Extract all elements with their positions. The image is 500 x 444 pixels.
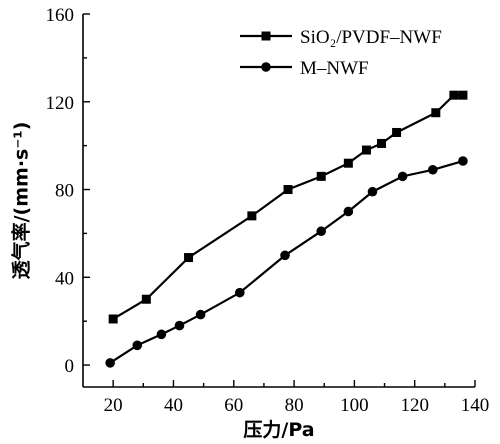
data-point-square: [247, 211, 257, 221]
axes: [82, 14, 475, 388]
x-tick-label: 20: [104, 395, 123, 416]
legend-item: M–NWF: [240, 58, 369, 79]
data-point-square: [343, 158, 353, 168]
data-point-square: [392, 127, 402, 137]
data-point-circle: [458, 156, 468, 166]
y-tick-label: 40: [55, 268, 74, 289]
data-point-circle: [235, 287, 245, 298]
data-point-circle: [195, 309, 206, 320]
legend-marker-square: [261, 31, 271, 41]
series-2: [105, 156, 468, 368]
series-layer: [105, 90, 468, 368]
data-point-square: [449, 90, 459, 100]
data-point-circle: [174, 320, 185, 331]
y-axis-title: 透气率/(mm·s⁻¹): [10, 122, 33, 280]
data-point-circle: [316, 226, 327, 237]
x-tick-label: 40: [164, 395, 183, 416]
data-point-square: [431, 108, 441, 118]
legend-marker-circle: [261, 62, 271, 72]
x-tick-label: 80: [285, 395, 304, 416]
data-point-circle: [343, 206, 354, 217]
data-point-circle: [397, 171, 408, 182]
data-point-circle: [156, 329, 167, 340]
y-tick-label: 120: [46, 93, 75, 114]
x-axis-ticks: 20 40 60 80 100 120 140: [104, 380, 490, 416]
data-point-circle: [280, 250, 290, 261]
data-point-square: [458, 90, 468, 100]
x-axis-title: 压力/Pa: [243, 418, 314, 441]
legend-label: M–NWF: [300, 58, 369, 79]
data-point-square: [377, 138, 387, 148]
series-line: [112, 94, 463, 320]
data-point-circle: [132, 340, 143, 351]
data-point-square: [283, 185, 293, 195]
y-tick-label: 0: [65, 356, 75, 377]
legend-label: SiO₂/PVDF–NWF: [300, 27, 442, 48]
series-1: [108, 90, 468, 324]
x-tick-label: 60: [224, 395, 243, 416]
data-point-square: [361, 145, 371, 155]
x-tick-label: 100: [340, 395, 369, 416]
y-tick-label: 80: [55, 181, 74, 202]
legend: SiO₂/PVDF–NWF M–NWF: [240, 27, 442, 79]
y-axis-ticks: 0 40 80 120 160: [46, 5, 90, 377]
data-point-circle: [427, 164, 438, 175]
data-point-square: [184, 253, 194, 263]
data-point-circle: [105, 358, 115, 368]
x-tick-label: 140: [461, 395, 490, 416]
data-point-square: [316, 171, 326, 181]
data-point-square: [141, 294, 151, 304]
x-tick-label: 120: [400, 395, 429, 416]
data-point-circle: [367, 186, 378, 197]
legend-item: SiO₂/PVDF–NWF: [240, 27, 442, 48]
data-point-square: [108, 314, 118, 324]
y-tick-label: 160: [46, 5, 75, 26]
